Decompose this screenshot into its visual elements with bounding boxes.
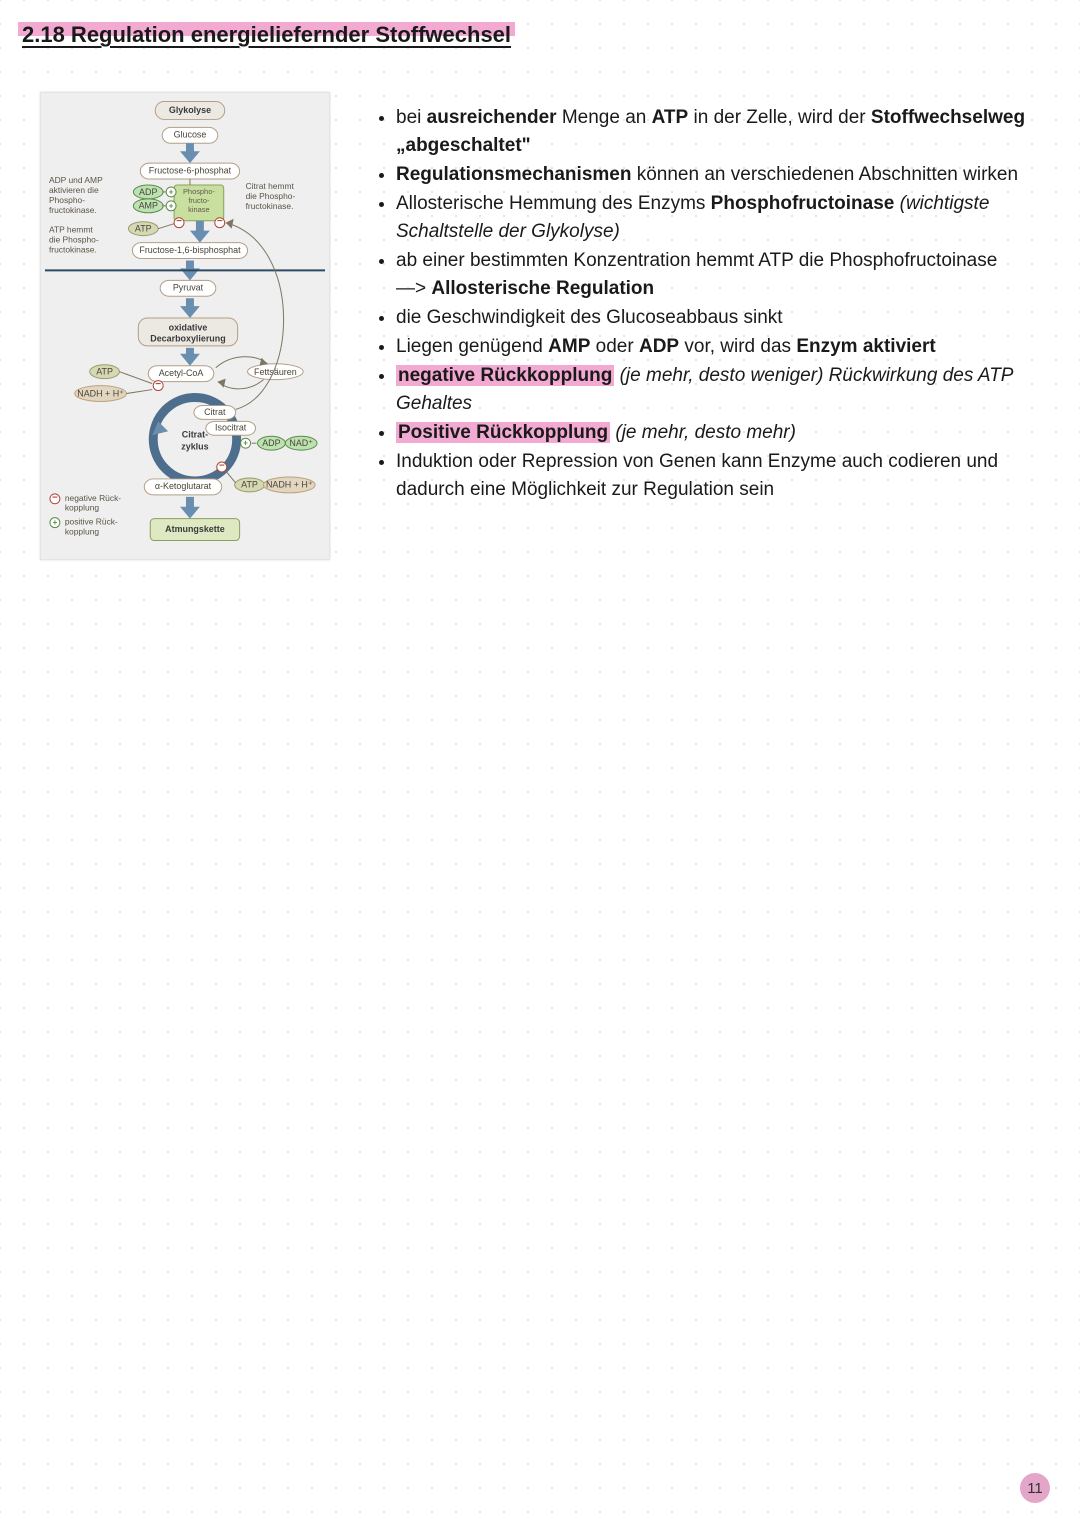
svg-text:−: − (52, 492, 58, 503)
notes-column: bei ausreichender Menge an ATP in der Ze… (362, 104, 1068, 505)
svg-text:Citrat-: Citrat- (182, 430, 208, 440)
svg-text:fructokinase.: fructokinase. (49, 245, 97, 255)
bullet-item: Induktion oder Repression von Genen kann… (396, 448, 1068, 504)
lbl-f16bp: Fructose-1,6-bisphosphat (139, 245, 241, 255)
svg-text:Decarboxylierung: Decarboxylierung (150, 333, 225, 343)
bullet-item: bei ausreichender Menge an ATP in der Ze… (396, 104, 1068, 160)
svg-text:Phospho-: Phospho- (183, 187, 215, 196)
bullet-item: negative Rückkopplung (je mehr, desto we… (396, 362, 1068, 418)
lbl-acoa: Acetyl-CoA (159, 368, 204, 378)
bullet-item: ab einer bestimmten Konzentration hemmt … (396, 247, 1068, 303)
svg-text:fructo-: fructo- (188, 196, 210, 205)
lbl-aketo: α-Ketoglutarat (155, 481, 212, 491)
svg-text:+: + (243, 439, 248, 448)
lbl-f6p: Fructose-6-phosphat (149, 165, 232, 175)
svg-text:positive Rück-: positive Rück- (65, 517, 118, 527)
lbl-atmung: Atmungskette (165, 524, 225, 534)
svg-text:zyklus: zyklus (181, 442, 208, 452)
lbl-atp1: ATP (135, 224, 152, 234)
svg-text:oxidative: oxidative (169, 322, 208, 332)
svg-text:die Phospho-: die Phospho- (49, 235, 99, 245)
lbl-pyruvat: Pyruvat (173, 283, 204, 293)
svg-text:−: − (176, 216, 182, 227)
svg-text:fructokinase.: fructokinase. (246, 201, 294, 211)
svg-text:+: + (169, 201, 174, 210)
svg-text:negative Rück-: negative Rück- (65, 493, 121, 503)
lbl-adp: ADP (139, 187, 157, 197)
bullet-item: die Geschwindigkeit des Glucoseabbaus si… (396, 304, 1068, 332)
lbl-isocitrat: Isocitrat (215, 423, 247, 433)
svg-text:kinase: kinase (188, 205, 210, 214)
svg-text:+: + (169, 187, 174, 196)
page-title-wrap: 2.18 Regulation energieliefernder Stoffw… (18, 22, 515, 48)
note-left2: ATP hemmt (49, 225, 93, 235)
bullet-list-2: Induktion oder Repression von Genen kann… (362, 448, 1068, 504)
svg-text:−: − (217, 216, 223, 227)
svg-text:Phospho-: Phospho- (49, 195, 85, 205)
lbl-nadh1: NADH + H⁺ (77, 388, 124, 398)
svg-text:+: + (53, 518, 58, 527)
svg-text:fructokinase.: fructokinase. (49, 205, 97, 215)
svg-text:kopplung: kopplung (65, 527, 100, 537)
page-title: 2.18 Regulation energieliefernder Stoffw… (18, 22, 515, 47)
lbl-glykolyse: Glykolyse (169, 105, 211, 115)
svg-text:−: − (155, 379, 161, 390)
bullet-item: Regulationsmechanismen können an verschi… (396, 161, 1068, 189)
lbl-nadh2: NADH + H⁺ (266, 480, 313, 490)
svg-text:kopplung: kopplung (65, 503, 100, 513)
bullet-list-1: bei ausreichender Menge an ATP in der Ze… (362, 104, 1068, 447)
lbl-atp3: ATP (241, 480, 258, 490)
svg-text:die Phospho-: die Phospho- (246, 191, 296, 201)
lbl-citrat: Citrat (204, 407, 226, 417)
lbl-amp: AMP (139, 201, 158, 211)
diagram-svg: Glykolyse Glucose Fructose-6-phosphat Ph… (41, 93, 329, 559)
lbl-glucose: Glucose (174, 130, 207, 140)
svg-text:−: − (219, 461, 225, 472)
svg-text:aktivieren die: aktivieren die (49, 185, 99, 195)
page-number-badge: 11 (1020, 1473, 1050, 1503)
bullet-item: Allosterische Hemmung des Enzyms Phospho… (396, 190, 1068, 246)
bullet-item: Liegen genügend AMP oder ADP vor, wird d… (396, 333, 1068, 361)
lbl-adp2: ADP (262, 438, 280, 448)
lbl-atp2: ATP (96, 367, 113, 377)
lbl-nad: NAD⁺ (289, 438, 313, 448)
page-number: 11 (1027, 1480, 1043, 1497)
note-right1: Citrat hemmt (246, 181, 295, 191)
note-left1: ADP und AMP (49, 175, 103, 185)
metabolism-diagram: Glykolyse Glucose Fructose-6-phosphat Ph… (40, 92, 330, 560)
bullet-item: Positive Rückkopplung (je mehr, desto me… (396, 419, 1068, 447)
